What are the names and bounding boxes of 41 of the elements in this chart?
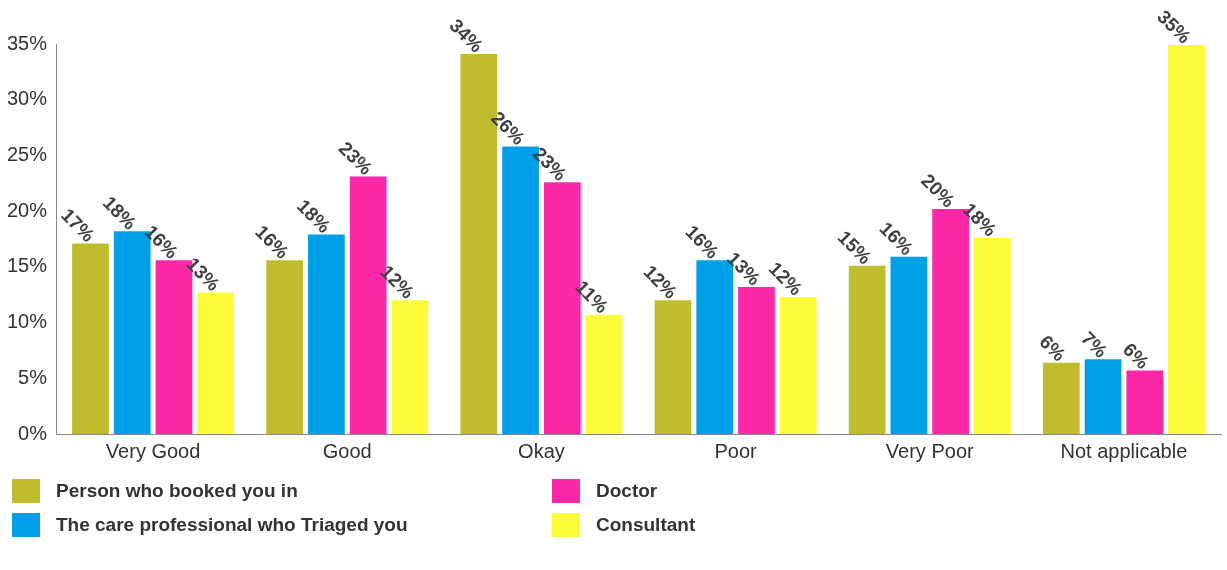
bar — [266, 260, 304, 434]
data-label: 6% — [1118, 338, 1154, 374]
y-tick-label: 0% — [18, 421, 48, 444]
legend-label: Consultant — [596, 514, 696, 536]
y-tick-label: 30% — [7, 87, 48, 110]
bar — [585, 314, 623, 434]
bar — [654, 300, 692, 434]
data-label: 16% — [875, 217, 918, 260]
x-tick-label: Good — [322, 439, 372, 462]
x-tick-label: Poor — [714, 439, 758, 462]
bar — [391, 300, 429, 434]
bar — [1042, 362, 1080, 434]
x-tick-label: Not applicable — [1060, 439, 1188, 462]
x-tick-label: Very Good — [105, 439, 201, 462]
y-tick-label: 5% — [18, 365, 48, 388]
bar — [1126, 370, 1164, 434]
legend-label: The care professional who Triaged you — [56, 514, 408, 536]
data-label: 11% — [571, 276, 613, 318]
y-tick-label: 20% — [7, 198, 48, 221]
data-label: 18% — [958, 198, 1001, 241]
data-label: 7% — [1077, 327, 1112, 362]
data-label: 13% — [723, 247, 765, 290]
bar — [1084, 359, 1122, 434]
bar — [890, 256, 928, 434]
x-tick-label: Very Poor — [885, 439, 975, 462]
bar — [197, 292, 235, 434]
y-tick-label: 10% — [7, 310, 48, 333]
bar — [779, 296, 817, 434]
legend-label: Person who booked you in — [56, 480, 298, 502]
bar — [974, 237, 1011, 434]
data-label: 12% — [764, 257, 807, 300]
bar — [1168, 45, 1205, 434]
bar — [308, 234, 345, 434]
y-tick-label: 25% — [7, 142, 48, 165]
bar — [72, 243, 109, 434]
legend-label: Doctor — [596, 480, 658, 502]
bar — [848, 265, 886, 434]
data-label: 6% — [1035, 330, 1070, 366]
x-tick-label: Okay — [518, 439, 565, 462]
y-tick-label: 15% — [7, 254, 48, 277]
y-tick-label: 35% — [7, 31, 48, 54]
